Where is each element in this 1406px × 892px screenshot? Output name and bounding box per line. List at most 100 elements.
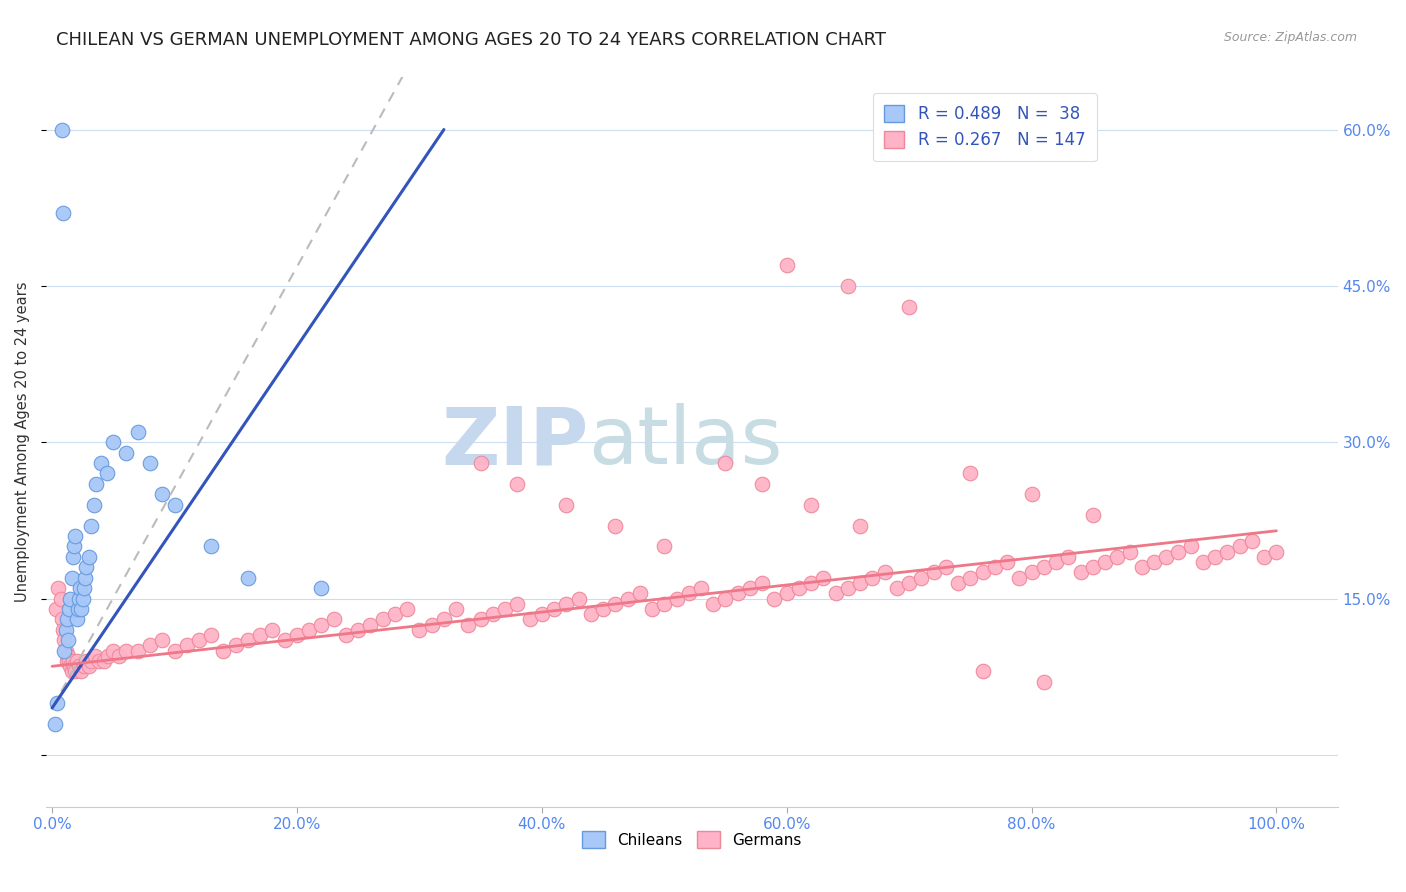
Point [163, 498, 186, 512]
Point [1265, 544, 1288, 558]
Point [58, 654, 80, 668]
Point [59, 659, 82, 673]
Point [738, 581, 761, 595]
Point [114, 643, 136, 657]
Point [959, 467, 981, 481]
Point [139, 456, 162, 470]
Point [1240, 534, 1263, 549]
Point [800, 498, 823, 512]
Point [83, 498, 105, 512]
Point [751, 575, 773, 590]
Point [127, 643, 149, 657]
Point [103, 643, 125, 657]
Point [751, 476, 773, 491]
Point [776, 258, 799, 272]
Point [62, 654, 84, 668]
Point [1081, 560, 1104, 574]
Point [52, 206, 75, 220]
Point [652, 540, 675, 554]
Point [150, 487, 173, 501]
Point [408, 623, 430, 637]
Point [66, 602, 89, 616]
Point [995, 555, 1018, 569]
Point [46, 581, 69, 595]
Point [150, 633, 173, 648]
Point [1204, 549, 1226, 564]
Point [75, 571, 97, 585]
Point [114, 445, 136, 459]
Point [65, 665, 87, 679]
Text: ZIP: ZIP [441, 403, 589, 481]
Point [579, 607, 602, 622]
Point [433, 612, 456, 626]
Point [714, 591, 737, 606]
Point [56, 654, 79, 668]
Point [139, 639, 162, 653]
Point [87, 654, 110, 668]
Point [506, 476, 529, 491]
Point [67, 591, 90, 606]
Point [678, 586, 700, 600]
Point [75, 654, 97, 668]
Point [567, 591, 589, 606]
Point [1032, 560, 1054, 574]
Point [73, 659, 96, 673]
Point [298, 623, 321, 637]
Point [1081, 508, 1104, 523]
Point [53, 643, 76, 657]
Point [65, 654, 87, 668]
Point [898, 575, 921, 590]
Point [935, 560, 957, 574]
Point [420, 617, 443, 632]
Point [77, 549, 100, 564]
Point [837, 278, 859, 293]
Point [1008, 571, 1031, 585]
Point [1045, 555, 1067, 569]
Point [444, 602, 467, 616]
Point [45, 602, 67, 616]
Point [176, 639, 198, 653]
Point [93, 654, 115, 668]
Point [163, 643, 186, 657]
Point [200, 540, 222, 554]
Point [70, 665, 93, 679]
Point [73, 581, 96, 595]
Point [274, 633, 297, 648]
Point [849, 575, 872, 590]
Point [776, 586, 799, 600]
Point [285, 628, 308, 642]
Point [212, 643, 235, 657]
Point [335, 628, 357, 642]
Point [616, 591, 638, 606]
Point [97, 648, 120, 663]
Point [652, 597, 675, 611]
Point [59, 591, 82, 606]
Point [1143, 555, 1166, 569]
Point [972, 566, 994, 580]
Point [56, 648, 79, 663]
Point [470, 612, 492, 626]
Point [849, 518, 872, 533]
Point [347, 623, 370, 637]
Point [396, 602, 419, 616]
Point [80, 518, 103, 533]
Point [311, 581, 333, 595]
Point [702, 597, 724, 611]
Point [1107, 549, 1129, 564]
Point [837, 581, 859, 595]
Point [60, 665, 83, 679]
Point [262, 623, 284, 637]
Point [824, 586, 846, 600]
Text: atlas: atlas [589, 403, 783, 481]
Point [63, 659, 86, 673]
Point [910, 571, 932, 585]
Point [860, 571, 883, 585]
Point [922, 566, 945, 580]
Point [236, 571, 259, 585]
Point [65, 529, 87, 543]
Point [200, 628, 222, 642]
Point [108, 648, 131, 663]
Point [58, 602, 80, 616]
Point [543, 602, 565, 616]
Point [70, 602, 93, 616]
